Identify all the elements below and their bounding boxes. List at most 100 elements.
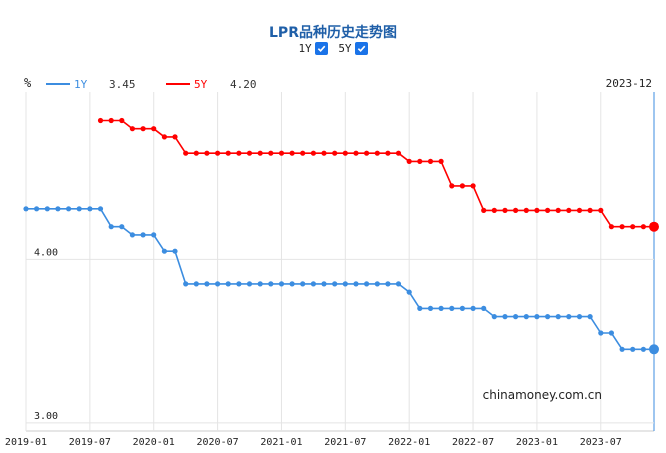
series-1y-point (385, 281, 391, 287)
y-unit-label: % (24, 76, 32, 90)
series-1y-point (395, 281, 402, 287)
series-5y-point (246, 150, 253, 156)
series-1y-point (470, 305, 476, 311)
series-5y-point (183, 150, 189, 156)
x-tick-label: 2022-07 (452, 437, 494, 448)
series-5y-point (640, 224, 647, 230)
series-5y-point (353, 150, 359, 156)
series-1y-point (44, 206, 50, 212)
series-5y-point (193, 150, 199, 156)
series-1y-point (119, 224, 125, 230)
series-1y-point (587, 314, 593, 320)
series-1y-point (534, 314, 540, 320)
series-1y-point (129, 232, 135, 238)
top-right-date: 2023-12 (606, 77, 652, 90)
series-5y-point (374, 150, 380, 156)
series-1y-point (364, 281, 370, 287)
series-1y-point (23, 206, 29, 212)
x-tick-label: 2021-01 (260, 437, 302, 448)
series-layer (23, 117, 659, 355)
series-5y-point (172, 134, 178, 140)
series-5y-point (649, 221, 659, 232)
series-1y-point (332, 281, 338, 287)
x-tick-label: 2019-01 (5, 437, 47, 448)
axis-layer: % 2023-12 2019-01 2019-07 2020-01 2020-07 20… (5, 76, 652, 448)
toggle-5y-label: 5Y (338, 42, 352, 55)
series-1y-point (630, 346, 636, 352)
legend-5y-value: 4.20 (230, 78, 257, 91)
series-5y-point (119, 117, 125, 124)
series-1y-point (566, 314, 572, 320)
series-5y-point (481, 207, 487, 213)
series-1y-point (545, 314, 551, 320)
x-tick-label: 2019-07 (69, 437, 111, 448)
series-5y-point (129, 126, 135, 132)
series-1y-point (374, 281, 380, 287)
series-5y-point (566, 207, 572, 213)
series-5y-point (459, 183, 465, 189)
series-5y-point (417, 158, 423, 164)
y-tick-label: 4.00 (34, 247, 58, 258)
series-1y-point (97, 206, 104, 212)
series-1y-point (204, 281, 210, 287)
checkbox-1y-icon[interactable] (314, 42, 328, 55)
series-1y-point (406, 289, 412, 295)
series-1y-point (172, 248, 178, 254)
series-1y-point (161, 248, 167, 254)
series-1y-point (649, 344, 659, 355)
series-1y-point (342, 281, 348, 287)
series-1y-point (34, 206, 40, 212)
series-1y-point (193, 281, 199, 287)
series-1y-point (417, 305, 423, 311)
series-1y-point (427, 305, 434, 311)
series-1y-point (55, 206, 61, 212)
series-1y-point (481, 305, 487, 311)
series-5y-point (108, 117, 114, 124)
series-5y-point (502, 207, 508, 213)
series-1y-point (608, 330, 615, 336)
series-5y-point (300, 150, 306, 156)
series-5y-point (619, 224, 625, 230)
series-1y-point (449, 305, 455, 311)
series-1y-point (576, 314, 583, 320)
series-1y-point (300, 281, 306, 287)
series-5y-point (236, 150, 242, 156)
checkbox-5y-icon[interactable] (354, 42, 368, 55)
series-1y-point (66, 206, 72, 212)
x-tick-label: 2023-01 (516, 437, 558, 448)
toggle-5y[interactable]: 5Y (338, 42, 368, 55)
series-1y-point (76, 206, 82, 212)
series-5y-point (225, 150, 231, 156)
series-5y-point (332, 150, 338, 156)
chart-title: LPR品种历史走势图 (269, 25, 397, 41)
series-1y-point (225, 281, 231, 287)
series-5y-point (534, 207, 540, 213)
series-5y-point (204, 150, 210, 156)
series-1y-point (183, 281, 189, 287)
series-5y-point (395, 150, 402, 156)
series-1y-point (555, 314, 561, 320)
series-5y-point (97, 117, 104, 124)
series-5y-point (587, 207, 593, 213)
series-5y-point (523, 207, 529, 213)
series-1y-line (26, 208, 654, 351)
series-1y-point (523, 314, 529, 320)
series-1y-point (236, 281, 242, 287)
legend-1y-name: 1Y (74, 78, 88, 91)
series-1y-point (268, 281, 274, 287)
series-1y-point (140, 232, 146, 238)
series-5y-point (257, 150, 263, 156)
series-5y-point (598, 207, 604, 213)
series-1y-point (640, 346, 647, 352)
series-5y-point (630, 224, 636, 230)
legend: 1Y 3.45 5Y 4.20 (46, 78, 257, 91)
series-1y-point (278, 281, 285, 287)
series-5y-point (608, 224, 615, 230)
series-1y-point (151, 232, 157, 238)
toggle-1y[interactable]: 1Y (298, 42, 328, 55)
series-5y-point (491, 207, 497, 213)
series-1y-point (438, 305, 444, 311)
series-5y-point (310, 150, 316, 156)
series-5y-point (545, 207, 551, 213)
